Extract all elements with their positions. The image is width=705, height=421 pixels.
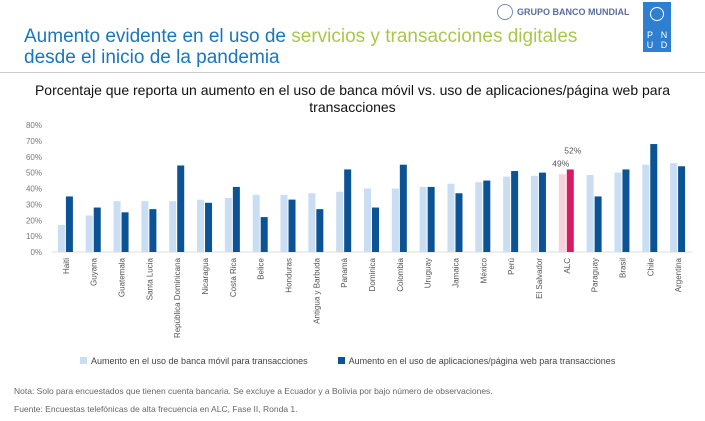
bar-movil [169,201,177,252]
note-text: Nota: Solo para encuestados que tienen c… [14,386,493,396]
x-tick-label: Costa Rica [229,257,238,297]
x-tick-label: Panamá [340,257,349,287]
bar-web [344,169,352,252]
bar-movil [280,194,288,252]
x-tick-label: Nicaragua [201,257,210,294]
y-tick-label: 10% [26,232,42,241]
x-tick-label: Argentina [674,257,683,292]
bar-web [399,164,407,252]
bar-web [288,199,296,252]
bar-web [455,193,463,252]
bar-web [372,207,379,252]
bar-movil [85,215,93,252]
x-tick-label: México [479,257,488,283]
x-tick-label: Perú [507,258,516,275]
bar-movil [224,198,232,252]
bar-web [678,166,686,252]
x-tick-label: Honduras [285,258,294,293]
bar-movil [391,188,399,252]
x-tick-label: Paraguay [591,258,600,292]
bar-movil [141,201,149,252]
bar-web [205,202,213,252]
x-tick-label: Guatemala [118,257,127,297]
x-tick-label: República Dominicana [173,257,182,338]
bar-web [260,217,268,252]
y-tick-label: 40% [26,185,42,194]
x-tick-label: Chile [646,257,655,276]
x-tick-label: Uruguay [424,258,433,288]
bar-web [538,172,546,252]
bar-web [566,169,574,252]
x-tick-label: Brasil [618,258,627,278]
bar-movil [197,199,205,252]
x-tick-label: Jamaica [451,257,460,287]
x-tick-label: Antigua y Barbuda [312,257,321,323]
bar-web [121,212,129,252]
bar-movil [252,194,260,252]
bar-web [149,209,157,252]
bar-web [65,196,73,252]
slide-title: Aumento evidente en el uso de servicios … [24,26,578,68]
legend-item-movil: Aumento en el uso de banca móvil para tr… [80,356,308,366]
x-tick-label: ALC [563,258,572,274]
bar-movil [364,188,371,252]
bar-movil [530,175,538,252]
x-tick-label: El Salvador [535,258,544,299]
bar-movil [57,225,65,252]
bar-movil [586,175,594,252]
bar-movil [308,193,316,252]
bar-web [650,144,658,252]
x-tick-label: Guyana [90,257,99,286]
bar-movil [614,172,622,252]
data-label: 52% [564,145,581,155]
bar-movil [670,163,678,252]
un-emblem-icon [650,7,664,21]
x-tick-label: Colombia [396,257,405,291]
x-tick-label: Haiti [62,258,71,274]
y-tick-label: 60% [26,153,42,162]
data-label: 49% [552,158,569,168]
bar-movil [642,164,650,252]
bar-movil [475,182,483,252]
y-tick-label: 70% [26,137,42,146]
bar-web [483,180,491,252]
legend: Aumento en el uso de banca móvil para tr… [80,356,615,366]
bar-movil [113,201,121,252]
bar-web [622,169,630,252]
bar-movil [336,191,344,252]
y-tick-label: 20% [26,216,42,225]
globe-icon [497,4,513,20]
source-text: Fuente: Encuestas telefónicas de alta fr… [14,404,298,414]
bar-movil [558,174,566,252]
bar-movil [503,176,511,252]
bar-web [427,186,435,252]
legend-item-web: Aumento en el uso de aplicaciones/página… [337,356,615,366]
bar-web [232,186,240,252]
bar-movil [419,186,427,252]
y-tick-label: 50% [26,169,42,178]
bar-web [93,207,101,252]
x-tick-label: Santa Lucia [145,257,154,300]
y-tick-label: 30% [26,200,42,209]
y-tick-label: 80% [26,121,42,130]
bar-movil [447,183,455,252]
world-bank-logo: GRUPO BANCO MUNDIAL [497,4,630,20]
bar-web [594,196,602,252]
bar-web [177,165,185,252]
divider [0,72,705,73]
bar-web [511,171,519,252]
x-tick-label: Dominica [368,257,377,291]
y-tick-label: 0% [30,248,42,257]
chart-title: Porcentaje que reporta un aumento en el … [34,82,671,115]
x-tick-label: Belice [257,257,266,279]
bar-web [316,209,324,252]
